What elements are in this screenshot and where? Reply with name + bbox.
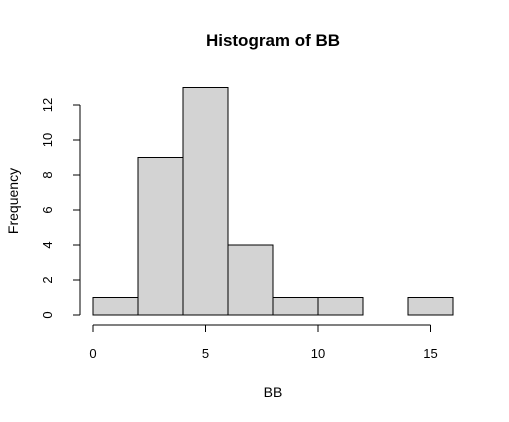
- chart-title: Histogram of BB: [206, 31, 340, 50]
- x-tick-label: 0: [89, 346, 96, 361]
- histogram-bar: [137, 157, 184, 316]
- histogram-bar: [407, 297, 454, 316]
- y-tick-label: 6: [40, 206, 55, 213]
- bars-group: [92, 87, 454, 316]
- y-tick-label: 2: [40, 276, 55, 283]
- y-tick-label: 12: [40, 98, 55, 112]
- x-tick-label: 10: [311, 346, 325, 361]
- x-axis: 0 5 10 15: [89, 324, 438, 361]
- y-tick-label: 10: [40, 133, 55, 147]
- y-axis: 0 2 4 6 8 10 12: [40, 98, 81, 319]
- y-axis-label: Frequency: [5, 168, 21, 234]
- x-tick-label: 15: [423, 346, 437, 361]
- histogram-bar: [317, 297, 364, 316]
- histogram-bar: [182, 87, 229, 316]
- histogram-bar: [227, 244, 274, 316]
- y-tick-label: 0: [40, 311, 55, 318]
- y-tick-label: 8: [40, 171, 55, 178]
- x-tick-label: 5: [202, 346, 209, 361]
- y-tick-label: 4: [40, 241, 55, 248]
- histogram-bar: [92, 297, 139, 316]
- x-axis-label: BB: [264, 384, 283, 400]
- histogram-bar: [272, 297, 319, 316]
